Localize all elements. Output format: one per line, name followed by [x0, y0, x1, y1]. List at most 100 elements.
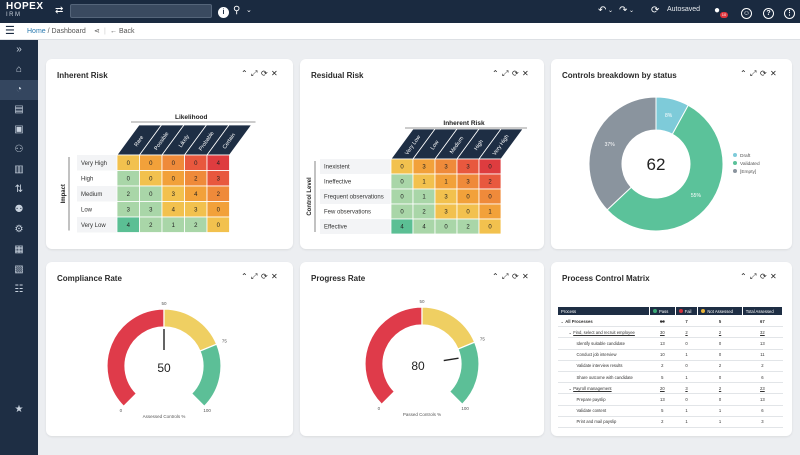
close-icon[interactable]: ✕ — [770, 272, 783, 281]
expand-icon[interactable]: ⤢ — [750, 272, 763, 281]
progress-rate-panel: Progress Rate ⌃⤢⟳✕ 80 0 50 75 100 Passed Cont… — [300, 262, 544, 436]
expand-icon[interactable]: ⤢ — [502, 272, 515, 281]
fail-count-cell: 0 — [675, 360, 698, 372]
breadcrumb-home[interactable]: Home — [27, 28, 46, 35]
breadcrumb-dashboard[interactable]: Dashboard — [51, 28, 86, 35]
collapse-icon[interactable]: ⌃ — [740, 69, 753, 78]
collapse-icon[interactable]: ⌃ — [492, 69, 505, 78]
process-icon[interactable]: ⇅ — [14, 184, 24, 195]
back-label: Back — [118, 28, 135, 35]
table-row[interactable]: Validate interview results 2 0 2 2 — [557, 360, 783, 372]
table-row[interactable]: Validate content 5 1 1 6 — [557, 405, 783, 417]
total-count-cell: 6 — [742, 371, 783, 384]
share-icon[interactable]: ⋖ — [94, 28, 100, 35]
table-row[interactable]: Identify suitable candidate 13 0 0 13 — [557, 337, 783, 350]
table-row[interactable]: Print and mail payslip 2 1 1 3 — [557, 416, 783, 428]
table-row[interactable]: Prepare payslip 13 0 0 13 — [557, 393, 783, 406]
dashboard-icon[interactable]: ◔ — [0, 80, 38, 100]
row-label-bg — [77, 217, 117, 233]
chevron-down-icon[interactable]: ⌄ — [608, 8, 614, 14]
expand-icon[interactable]: ⤢ — [502, 69, 515, 78]
chevron-down-icon[interactable]: ⌄ — [629, 8, 635, 14]
residual-risk-panel: Residual Risk ⌃⤢⟳✕ Inherent Risk Very Low… — [300, 59, 544, 249]
table-row[interactable]: ⌄ All Processes 60 7 5 67 — [557, 315, 783, 328]
na-count-cell[interactable]: 2 — [697, 326, 743, 339]
menu-icon[interactable]: ☰ — [5, 25, 15, 37]
refresh-icon[interactable]: ⟳ — [261, 272, 274, 281]
undo-icon[interactable]: ↶ — [598, 5, 607, 16]
close-icon[interactable]: ✕ — [271, 69, 284, 78]
column-header[interactable]: Total Assessed — [741, 306, 784, 316]
expand-icon[interactable]: ⤢ — [251, 272, 264, 281]
home-icon[interactable]: ⌂ — [15, 64, 23, 75]
total-count-cell[interactable]: 23 — [742, 382, 783, 395]
chart-icon[interactable]: ▧ — [14, 264, 24, 275]
back-button[interactable]: ← Back — [110, 28, 135, 35]
search-icon[interactable]: ⚲ — [233, 5, 241, 16]
refresh-icon[interactable]: ⟳ — [651, 5, 660, 16]
table-row[interactable]: ⌄ Find, select and recruit employee 30 2 2 3… — [557, 326, 783, 339]
fail-count-cell[interactable]: 2 — [675, 326, 698, 339]
audit-icon[interactable]: ⚇ — [14, 144, 24, 155]
cog-icon[interactable]: ⚙ — [14, 224, 24, 235]
document-icon[interactable]: ▥ — [14, 164, 24, 175]
fail-count-cell[interactable]: 3 — [675, 382, 698, 395]
risk-icon[interactable]: ▤ — [14, 104, 24, 115]
process-link[interactable]: Payroll management — [573, 385, 612, 391]
swap-icon[interactable]: ⇄ — [55, 5, 64, 16]
gauge-75-label: 75 — [222, 339, 228, 344]
info-icon[interactable]: i — [218, 4, 229, 20]
cell-value: 0 — [400, 180, 404, 186]
column-header[interactable]: Fail — [674, 306, 699, 316]
column-header[interactable]: Pass — [649, 306, 676, 316]
total-count-cell[interactable]: 32 — [742, 326, 783, 339]
table-row[interactable]: ⌄ Payroll management 20 3 2 23 — [557, 382, 783, 395]
refresh-icon[interactable]: ⟳ — [512, 272, 525, 281]
refresh-icon[interactable]: ⟳ — [760, 69, 773, 78]
collapse-icon[interactable]: ⌃ — [492, 272, 505, 281]
expand-icon[interactable]: ⤢ — [750, 69, 763, 78]
cell-value: 2 — [194, 223, 198, 229]
settings-icon[interactable]: ⋮ — [784, 8, 795, 19]
column-header[interactable]: Process — [557, 306, 650, 316]
organization-icon[interactable]: ⚉ — [14, 204, 24, 215]
table-row[interactable]: Conduct job interview 10 1 0 11 — [557, 349, 783, 361]
expand-chevron-icon[interactable]: ⌄ — [560, 318, 566, 324]
app-logo[interactable]: HOPEX IRM — [6, 2, 44, 20]
close-icon[interactable]: ✕ — [770, 69, 783, 78]
help-icon[interactable]: ? — [763, 5, 774, 21]
table-row[interactable]: Share outcome with candidate 5 1 0 6 — [557, 371, 783, 384]
close-icon[interactable]: ✕ — [271, 272, 284, 281]
user-icon[interactable]: ☺ — [741, 8, 752, 19]
panel-title: Inherent Risk — [57, 71, 108, 80]
checklist-icon[interactable]: ☷ — [14, 284, 24, 295]
close-icon[interactable]: ✕ — [522, 69, 535, 78]
notification-icon[interactable]: ● — [714, 5, 721, 16]
redo-icon[interactable]: ↷ — [619, 5, 628, 16]
close-icon[interactable]: ✕ — [522, 272, 535, 281]
collapse-icon[interactable]: ⌃ — [241, 272, 254, 281]
chevron-down-icon[interactable]: ⌄ — [246, 7, 252, 14]
na-count-cell[interactable]: 2 — [697, 382, 743, 395]
expand-chevron-icon[interactable]: ⌄ — [568, 329, 574, 335]
gauge-min-label: 0 — [378, 406, 381, 411]
process-link[interactable]: Find, select and recruit employee — [573, 329, 635, 335]
expand-chevron-icon[interactable]: ⌄ — [568, 385, 574, 391]
collapse-icon[interactable]: ⌃ — [241, 69, 254, 78]
row-label: Few observations — [324, 210, 371, 216]
expand-icon[interactable]: » — [16, 44, 22, 55]
column-header[interactable]: Not Assessed — [697, 306, 743, 316]
pass-count-cell[interactable]: 20 — [649, 382, 676, 395]
search-input[interactable] — [70, 4, 212, 18]
pass-count-cell[interactable]: 30 — [649, 326, 676, 339]
refresh-icon[interactable]: ⟳ — [261, 69, 274, 78]
controls-icon[interactable]: ▣ — [14, 124, 24, 135]
expand-icon[interactable]: ⤢ — [251, 69, 264, 78]
refresh-icon[interactable]: ⟳ — [512, 69, 525, 78]
collapse-icon[interactable]: ⌃ — [740, 272, 753, 281]
report-icon[interactable]: ▦ — [14, 244, 24, 255]
favorites-icon[interactable]: ★ — [14, 404, 24, 415]
refresh-icon[interactable]: ⟳ — [760, 272, 773, 281]
gauge-mid-label: 50 — [419, 299, 425, 304]
